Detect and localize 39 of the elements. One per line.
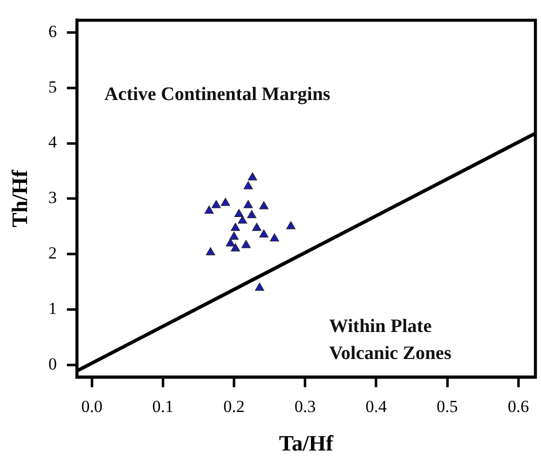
y-tick-label: 4 (48, 132, 58, 152)
x-tick-label: 0.1 (152, 396, 174, 416)
point (244, 181, 253, 190)
point (270, 233, 280, 242)
y-tick-label: 1 (48, 299, 57, 318)
point (230, 222, 240, 231)
x-tick-label: 0.5 (436, 396, 458, 416)
point (248, 172, 258, 180)
y-tick-label: 5 (48, 77, 57, 96)
point (252, 222, 262, 231)
point (244, 200, 253, 208)
x-axis-title: Ta/Hf (279, 430, 334, 456)
y-tick-label: 6 (48, 22, 57, 41)
x-tick-label: 0.0 (81, 396, 102, 416)
y-tick-label: 2 (48, 244, 57, 263)
point (206, 247, 216, 256)
point (212, 200, 221, 208)
annotation: Active Continental Margins (104, 84, 330, 106)
y-tick-label: 3 (48, 188, 57, 208)
point (241, 240, 251, 248)
y-axis-title: Th/Hf (6, 169, 32, 228)
x-tick-label: 0.4 (366, 396, 388, 416)
y-tick-label: 0 (48, 354, 57, 374)
point (259, 229, 268, 238)
x-tick-label: 0.3 (294, 396, 316, 416)
point (229, 232, 239, 240)
point (247, 210, 256, 218)
point (226, 238, 236, 246)
point (286, 221, 296, 230)
point (220, 198, 230, 206)
point (259, 201, 268, 210)
point (238, 216, 248, 224)
x-tick-label: 0.6 (508, 396, 529, 416)
x-tick-label: 0.2 (223, 396, 245, 416)
point (254, 282, 264, 291)
point (204, 206, 214, 214)
point (234, 208, 244, 218)
point (230, 243, 240, 252)
annotation: Within Plate Volcanic Zones (329, 316, 452, 364)
